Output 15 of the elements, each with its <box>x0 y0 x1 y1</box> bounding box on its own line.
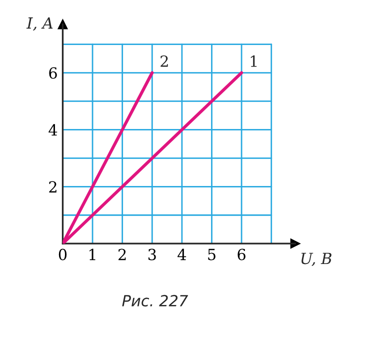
x-tick-label: 3 <box>148 248 156 260</box>
x-tick-label: 2 <box>118 248 126 260</box>
x-tick-label: 6 <box>238 248 246 260</box>
y-tick-label: 6 <box>49 67 57 79</box>
x-tick-label: 5 <box>208 248 216 260</box>
x-axis-title: U, B <box>302 252 332 266</box>
x-tick-label: 1 <box>90 248 96 260</box>
series-label: 2 <box>160 55 168 67</box>
series-label: 1 <box>250 55 257 67</box>
x-tick-label: 4 <box>178 248 186 260</box>
y-tick-label: 4 <box>48 124 58 136</box>
y-tick-label: 2 <box>49 181 56 192</box>
y-axis-title: I, A <box>26 17 53 31</box>
text: Рис. 227 <box>122 294 188 306</box>
x-tick-label: 0 <box>58 248 67 260</box>
